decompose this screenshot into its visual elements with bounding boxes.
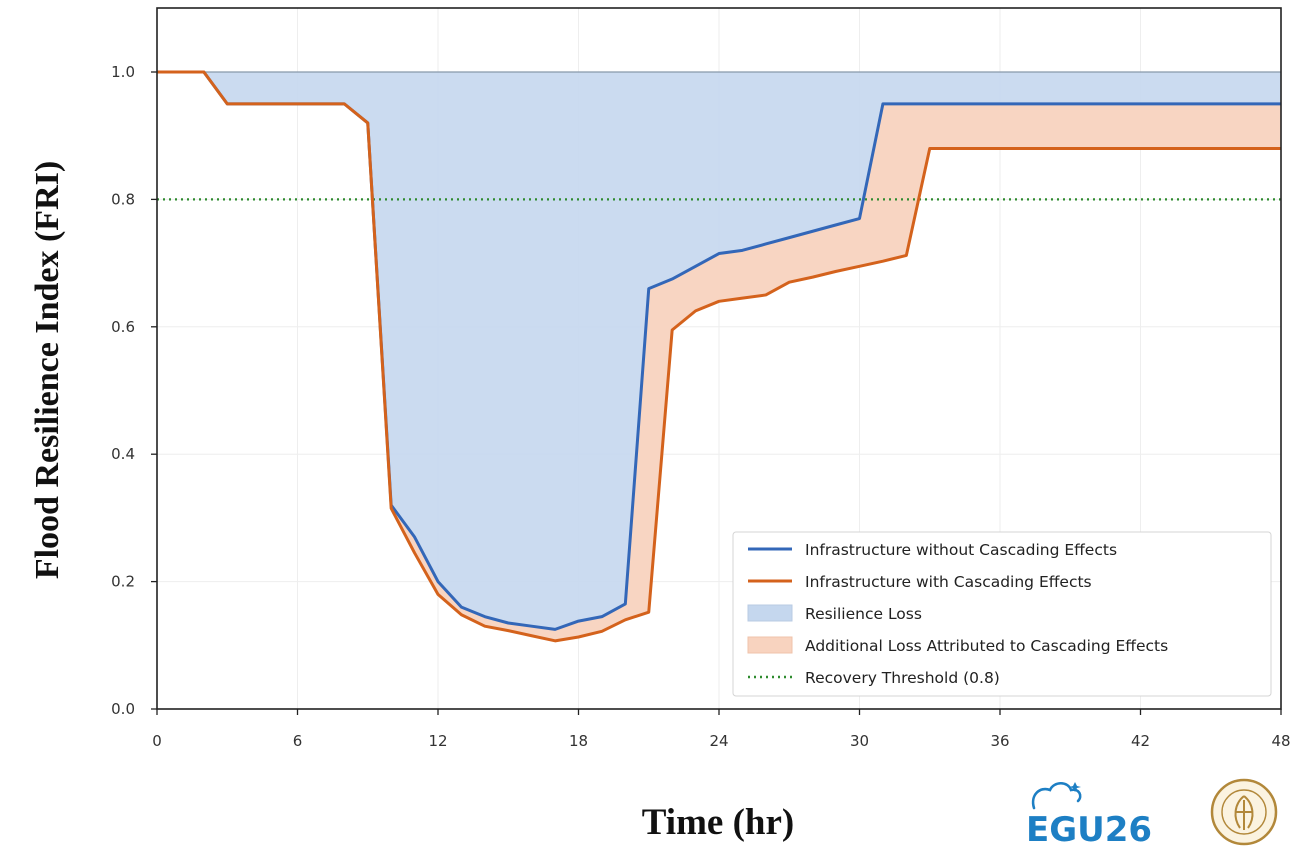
y-axis-title: Flood Resilience Index (FRI) (29, 161, 66, 579)
fill-areas (157, 72, 1281, 641)
x-tick-label: 24 (709, 732, 728, 750)
legend: Infrastructure without Cascading Effects… (732, 531, 1272, 697)
egu-star-icon (1069, 782, 1081, 792)
egu-logo-text: EGU26 (1026, 810, 1152, 846)
x-tick-label: 42 (1131, 732, 1150, 750)
x-tick-label: 18 (569, 732, 588, 750)
x-axis-title: Time (hr) (642, 802, 794, 843)
seal-inner-ring (1221, 789, 1267, 835)
resilience-loss-area (157, 72, 1281, 630)
seal-emblem-icon (1234, 795, 1254, 830)
y-tick-label: 0.8 (111, 190, 135, 208)
university-seal (1210, 778, 1278, 846)
additional-loss-area (157, 72, 1281, 641)
legend-label-additional-loss: Additional Loss Attributed to Cascading … (805, 637, 1168, 655)
legend-item-additional-loss: Additional Loss Attributed to Cascading … (747, 636, 1168, 655)
y-tick-label: 0.4 (111, 445, 135, 463)
legend-item-with-cascading: Infrastructure with Cascading Effects (748, 573, 1092, 591)
x-tick-label: 0 (152, 732, 162, 750)
legend-label-with-cascading: Infrastructure with Cascading Effects (805, 573, 1092, 591)
x-tick-label: 36 (990, 732, 1009, 750)
reference-lines (157, 71, 1281, 201)
legend-swatch-resilience-loss (747, 604, 793, 622)
y-tick-label: 0.0 (111, 700, 135, 718)
legend-box (732, 531, 1272, 697)
legend-item-without-cascading: Infrastructure without Cascading Effects (748, 541, 1117, 559)
legend-swatch-additional-loss (747, 636, 793, 654)
axis-ticks: 0 6 12 18 24 30 36 42 48 0.0 0.2 0.4 0.6 0.8 1.0 (111, 63, 1290, 750)
y-tick-label: 0.6 (111, 318, 135, 336)
x-tick-label: 6 (293, 732, 303, 750)
y-tick-label: 0.2 (111, 573, 135, 591)
egu-cloud-icon (1031, 781, 1082, 810)
legend-label-resilience-loss: Resilience Loss (805, 605, 922, 623)
egu-logo: EGU26 (1026, 781, 1152, 846)
x-tick-label: 12 (428, 732, 447, 750)
legend-item-resilience-loss: Resilience Loss (747, 604, 922, 623)
legend-label-recovery-threshold: Recovery Threshold (0.8) (805, 669, 1000, 687)
x-tick-label: 48 (1271, 732, 1290, 750)
legend-item-recovery-threshold: Recovery Threshold (0.8) (748, 669, 1000, 687)
y-tick-label: 1.0 (111, 63, 135, 81)
series-line-with-cascading (157, 70, 1281, 643)
x-tick-label: 30 (850, 732, 869, 750)
legend-label-without-cascading: Infrastructure without Cascading Effects (805, 541, 1117, 559)
series-lines (157, 70, 1281, 643)
